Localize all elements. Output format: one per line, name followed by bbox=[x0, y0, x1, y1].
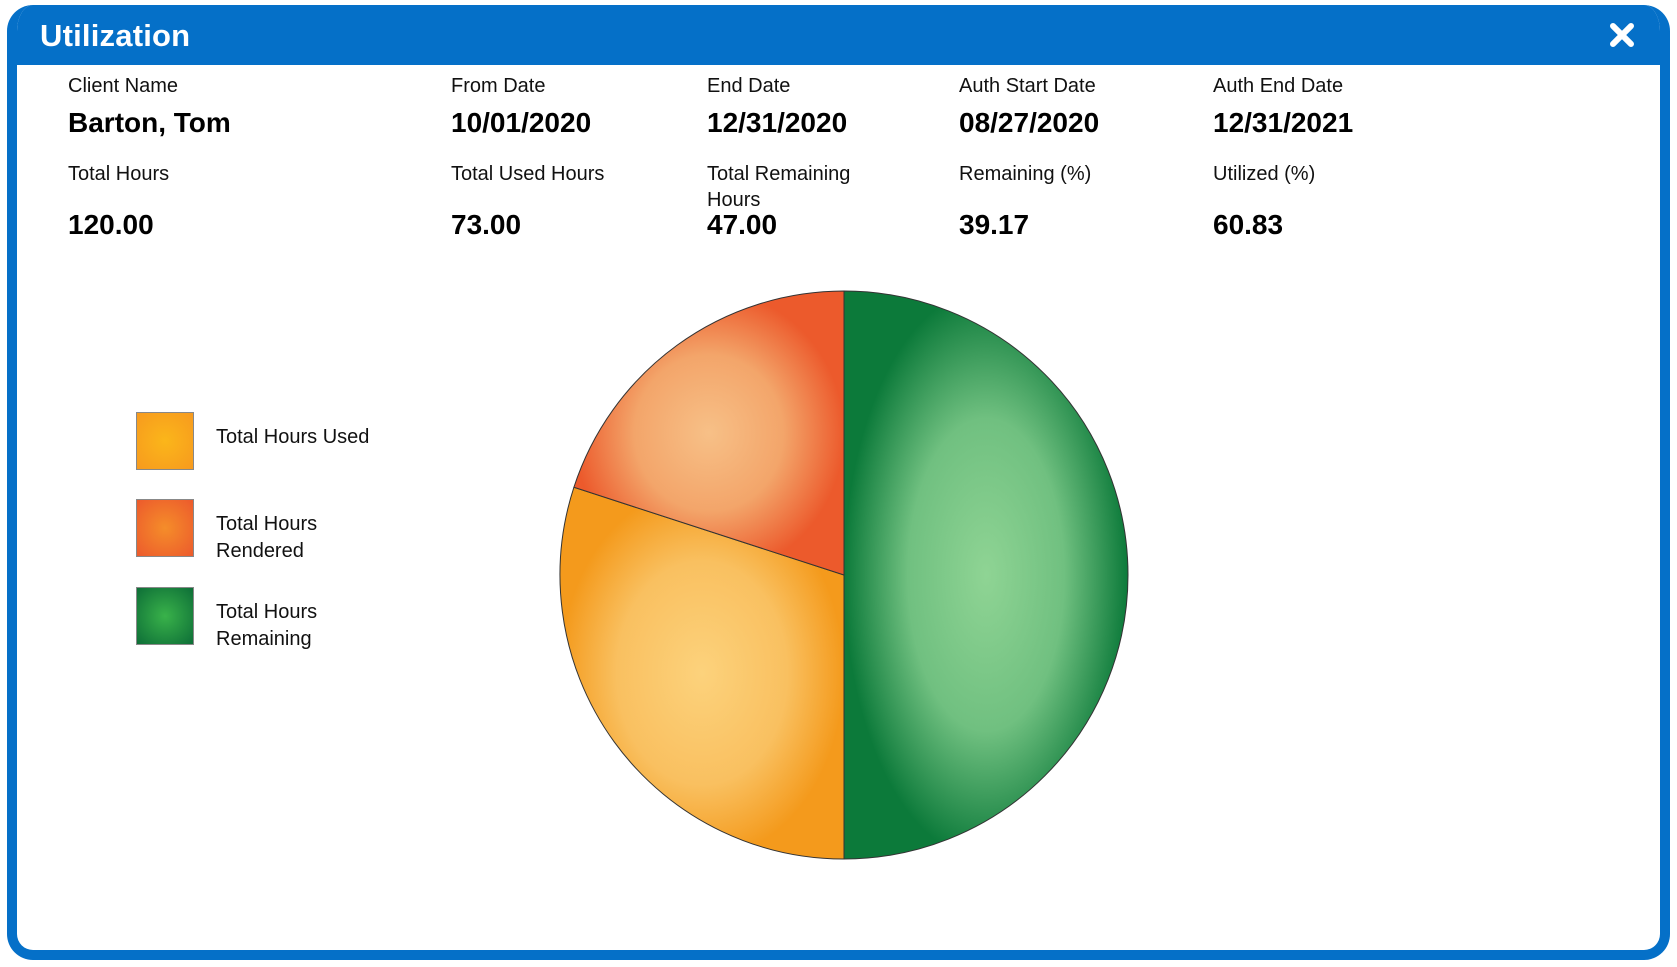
utilization-pie-chart bbox=[559, 290, 1129, 860]
legend-swatch-rendered bbox=[136, 499, 194, 557]
total-remaining-value: 47.00 bbox=[707, 209, 778, 240]
remaining-pct-label: Remaining (%) bbox=[959, 163, 1092, 185]
legend-swatch-remaining bbox=[136, 587, 194, 645]
client-name-value: Barton, Tom bbox=[68, 107, 231, 138]
total-used-label: Total Used Hours bbox=[451, 163, 605, 185]
legend-label-used: Total Hours Used bbox=[216, 426, 370, 448]
legend-item-used: Total Hours Used bbox=[136, 412, 436, 472]
total-hours-value: 120.00 bbox=[68, 209, 154, 240]
remaining-pct-value: 39.17 bbox=[959, 209, 1030, 240]
pie-slice-total-hours-remaining bbox=[843, 290, 1129, 860]
legend-item-remaining: Total Hours Remaining bbox=[136, 587, 436, 650]
end-date-label: End Date bbox=[707, 75, 791, 97]
utilized-pct-value: 60.83 bbox=[1213, 209, 1284, 240]
title-bar: Utilization bbox=[17, 5, 1660, 65]
from-date-value: 10/01/2020 bbox=[451, 107, 592, 138]
legend-label-remaining: Total Hours Remaining bbox=[216, 601, 318, 650]
total-hours-label: Total Hours bbox=[68, 163, 170, 185]
pie-slice-total-hours-used bbox=[559, 486, 845, 860]
close-button[interactable] bbox=[1606, 19, 1638, 51]
pie-slice-total-hours-rendered bbox=[573, 290, 845, 576]
end-date-value: 12/31/2020 bbox=[707, 107, 848, 138]
auth-start-value: 08/27/2020 bbox=[959, 107, 1100, 138]
utilization-dialog: Utilization Client Name From Date End Da… bbox=[7, 5, 1670, 960]
legend-label-rendered: Total Hours Rendered bbox=[216, 513, 318, 562]
total-used-value: 73.00 bbox=[451, 209, 522, 240]
dialog-title: Utilization bbox=[40, 18, 191, 53]
client-name-label: Client Name bbox=[68, 75, 179, 97]
auth-end-label: Auth End Date bbox=[1213, 75, 1344, 97]
close-icon bbox=[1610, 23, 1634, 47]
auth-start-label: Auth Start Date bbox=[959, 75, 1096, 97]
legend-swatch-used bbox=[136, 412, 194, 470]
from-date-label: From Date bbox=[451, 75, 546, 97]
utilized-pct-label: Utilized (%) bbox=[1213, 163, 1316, 185]
auth-end-value: 12/31/2021 bbox=[1213, 107, 1354, 138]
total-remaining-label: Total Remaining Hours bbox=[707, 163, 851, 211]
legend-item-rendered: Total Hours Rendered bbox=[136, 499, 436, 562]
